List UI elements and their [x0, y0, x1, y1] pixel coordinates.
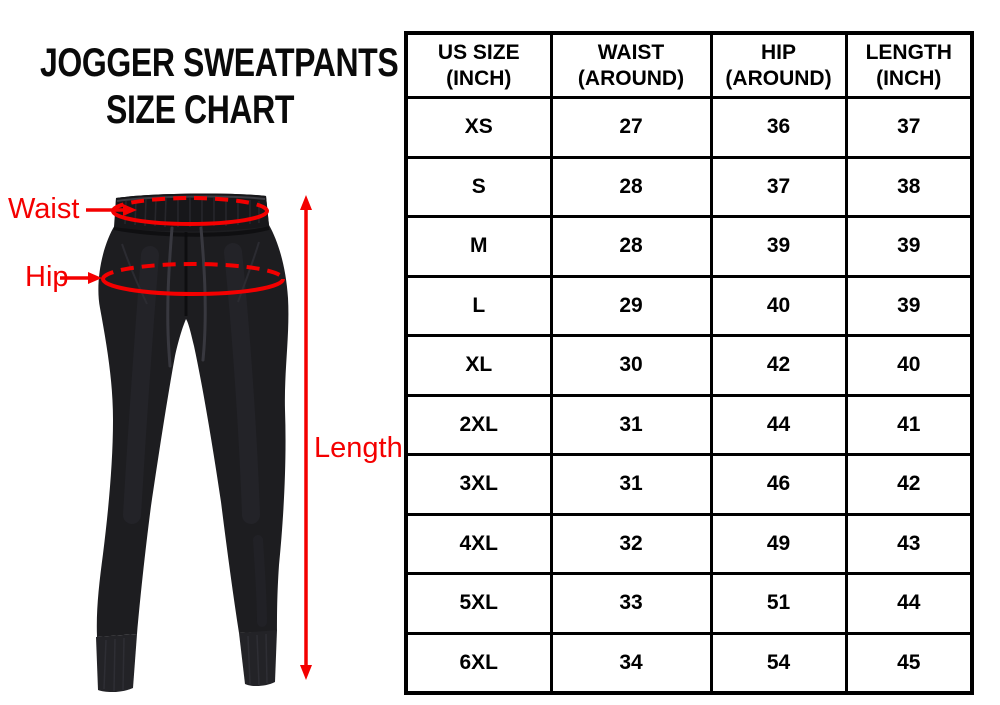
waist-ellipse-dashed-arc [111, 196, 269, 212]
cell-size: S [404, 155, 553, 218]
cell-length: 39 [844, 274, 974, 337]
cell-length: 43 [844, 512, 974, 575]
header-row: US SIZE (INCH) WAIST (AROUND) HIP (AROUN… [404, 31, 974, 99]
table-row: S 28 37 38 [404, 155, 974, 218]
page-title: JOGGER SWEATPANTS SIZE CHART [0, 40, 400, 134]
cell-length: 44 [844, 572, 974, 635]
thigh-highlight-left [123, 246, 159, 524]
waistband-rim-highlight [116, 195, 266, 202]
cell-hip: 36 [709, 96, 848, 159]
cell-size: 3XL [404, 453, 553, 516]
cuff-left [96, 634, 137, 693]
cell-hip: 46 [709, 453, 848, 516]
length-arrowhead-bottom-icon [300, 665, 312, 680]
table-row: XL 30 42 40 [404, 334, 974, 397]
table-row: 3XL 31 46 42 [404, 453, 974, 516]
cell-length: 39 [844, 215, 974, 278]
jogger-pants-illustration [96, 193, 289, 693]
hip-ellipse-solid-arc [101, 278, 285, 296]
col-header-length: LENGTH (INCH) [844, 31, 974, 99]
col-header-us-size: US SIZE (INCH) [404, 31, 553, 99]
cell-length: 37 [844, 96, 974, 159]
page-title-line1: JOGGER SWEATPANTS [40, 41, 399, 85]
shin-highlight-right [253, 535, 267, 627]
under-band-shadow [113, 226, 270, 237]
cell-waist: 33 [549, 572, 713, 635]
hip-ellipse-dashed-arc [101, 262, 285, 280]
cell-waist: 28 [549, 215, 713, 278]
table-row: XS 27 36 37 [404, 96, 974, 159]
length-label: Length [314, 432, 403, 464]
table-row: 6XL 34 54 45 [404, 631, 974, 695]
cell-size: XS [404, 96, 553, 159]
table-row: M 28 39 39 [404, 215, 974, 278]
cell-size: XL [404, 334, 553, 397]
table-row: 4XL 32 49 43 [404, 512, 974, 575]
pants-silhouette [96, 193, 289, 638]
thigh-highlight-right [224, 243, 260, 524]
col-header-waist: WAIST (AROUND) [549, 31, 713, 99]
cell-waist: 28 [549, 155, 713, 218]
table-row: L 29 40 39 [404, 274, 974, 337]
page-title-line2: SIZE CHART [106, 88, 294, 132]
hip-arrowhead-icon [88, 272, 102, 284]
hip-label: Hip [25, 261, 69, 293]
cell-size: L [404, 274, 553, 337]
cell-hip: 42 [709, 334, 848, 397]
cell-waist: 31 [549, 393, 713, 456]
col-header-hip: HIP (AROUND) [709, 31, 848, 99]
waist-ellipse-solid-arc [111, 210, 269, 226]
cell-length: 41 [844, 393, 974, 456]
cell-size: 2XL [404, 393, 553, 456]
drawstring-right [199, 226, 207, 362]
jogger-pants-figure [60, 193, 312, 693]
cell-size: 6XL [404, 631, 553, 695]
cell-waist: 32 [549, 512, 713, 575]
cell-waist: 30 [549, 334, 713, 397]
cell-length: 38 [844, 155, 974, 218]
cell-size: 4XL [404, 512, 553, 575]
cell-hip: 49 [709, 512, 848, 575]
cell-hip: 51 [709, 572, 848, 635]
waist-label: Waist [8, 193, 80, 225]
cell-size: M [404, 215, 553, 278]
table-row: 5XL 33 51 44 [404, 572, 974, 635]
length-arrowhead-top-icon [300, 195, 312, 210]
cell-hip: 44 [709, 393, 848, 456]
cell-waist: 31 [549, 453, 713, 516]
cuff-ribs [103, 633, 268, 692]
cell-length: 42 [844, 453, 974, 516]
cell-waist: 27 [549, 96, 713, 159]
size-table: US SIZE (INCH) WAIST (AROUND) HIP (AROUN… [404, 31, 974, 695]
cell-hip: 39 [709, 215, 848, 278]
cell-waist: 29 [549, 274, 713, 337]
cell-hip: 40 [709, 274, 848, 337]
pocket-seams [121, 241, 260, 305]
cell-hip: 37 [709, 155, 848, 218]
waist-arrowhead-icon [123, 204, 137, 216]
cell-waist: 34 [549, 631, 713, 695]
measurement-annotations [60, 195, 312, 680]
cell-size: 5XL [404, 572, 553, 635]
cell-length: 40 [844, 334, 974, 397]
cell-hip: 54 [709, 631, 848, 695]
table-row: 2XL 31 44 41 [404, 393, 974, 456]
cell-length: 45 [844, 631, 974, 695]
